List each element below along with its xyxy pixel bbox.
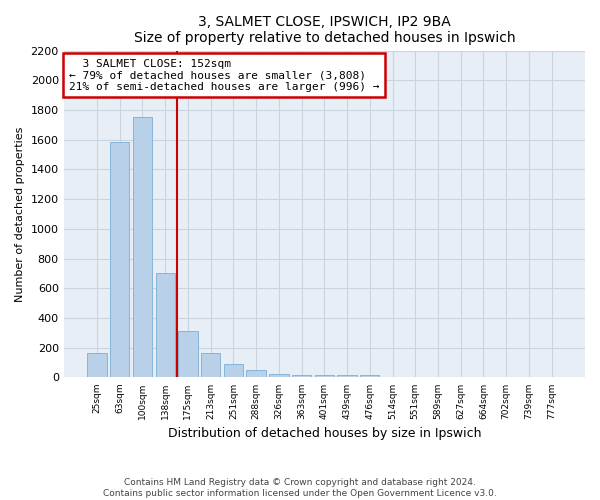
Bar: [314, 376, 334, 378]
Bar: [201, 353, 220, 378]
Bar: [360, 376, 379, 378]
Bar: [247, 370, 266, 378]
Bar: [224, 364, 243, 378]
X-axis label: Distribution of detached houses by size in Ipswich: Distribution of detached houses by size …: [167, 427, 481, 440]
Title: 3, SALMET CLOSE, IPSWICH, IP2 9BA
Size of property relative to detached houses i: 3, SALMET CLOSE, IPSWICH, IP2 9BA Size o…: [134, 15, 515, 45]
Text: Contains HM Land Registry data © Crown copyright and database right 2024.
Contai: Contains HM Land Registry data © Crown c…: [103, 478, 497, 498]
Bar: [110, 142, 130, 378]
Bar: [88, 353, 107, 378]
Bar: [155, 274, 175, 378]
Bar: [133, 118, 152, 378]
Bar: [337, 376, 357, 378]
Y-axis label: Number of detached properties: Number of detached properties: [15, 126, 25, 302]
Bar: [178, 330, 197, 378]
Text: 3 SALMET CLOSE: 152sqm
← 79% of detached houses are smaller (3,808)
21% of semi-: 3 SALMET CLOSE: 152sqm ← 79% of detached…: [69, 58, 379, 92]
Bar: [269, 374, 289, 378]
Bar: [292, 376, 311, 378]
